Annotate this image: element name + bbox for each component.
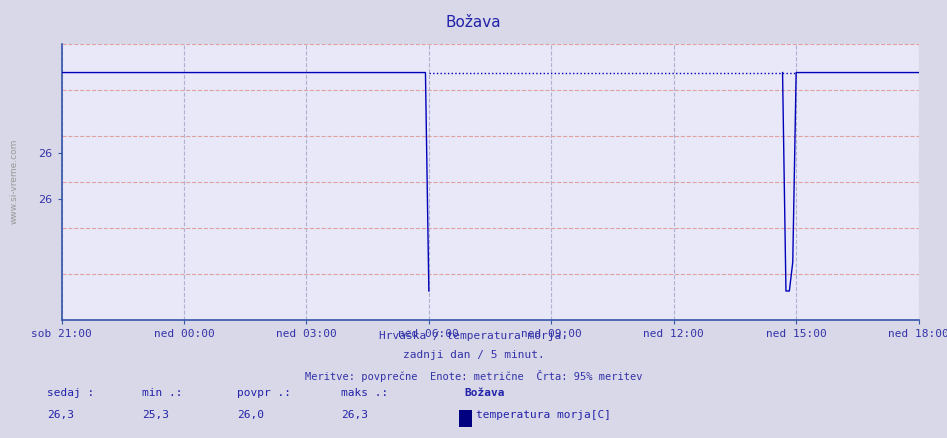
- Text: www.si-vreme.com: www.si-vreme.com: [9, 139, 19, 224]
- Text: Meritve: povprečne  Enote: metrične  Črta: 95% meritev: Meritve: povprečne Enote: metrične Črta:…: [305, 370, 642, 382]
- Text: 26,3: 26,3: [47, 410, 75, 420]
- Text: Božava: Božava: [464, 389, 505, 399]
- Text: Božava: Božava: [446, 15, 501, 30]
- Text: Hrvaška / temperatura morja.: Hrvaška / temperatura morja.: [379, 331, 568, 341]
- Text: temperatura morja[C]: temperatura morja[C]: [476, 410, 612, 420]
- Text: sedaj :: sedaj :: [47, 389, 95, 399]
- Text: 26,3: 26,3: [341, 410, 368, 420]
- Text: 26,0: 26,0: [237, 410, 264, 420]
- Text: 25,3: 25,3: [142, 410, 170, 420]
- Text: min .:: min .:: [142, 389, 183, 399]
- Text: povpr .:: povpr .:: [237, 389, 291, 399]
- Text: zadnji dan / 5 minut.: zadnji dan / 5 minut.: [402, 350, 545, 360]
- Text: maks .:: maks .:: [341, 389, 388, 399]
